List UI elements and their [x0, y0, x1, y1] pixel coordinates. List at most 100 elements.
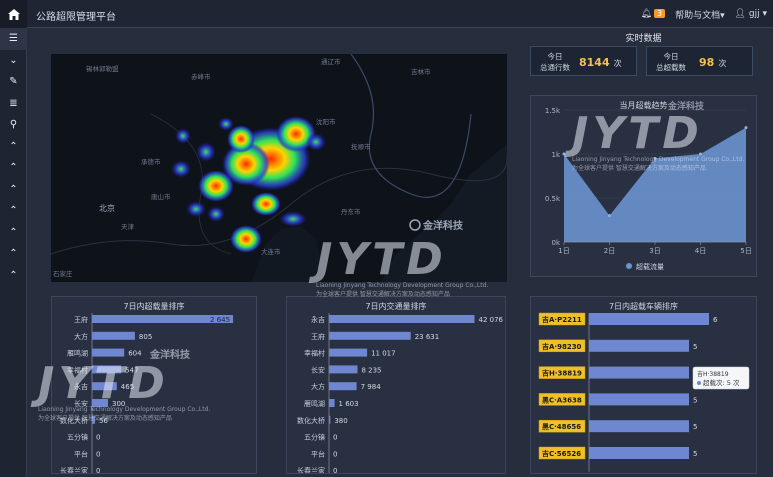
pencil-icon[interactable]: ✎ — [9, 76, 18, 88]
user-name: gjj ▾ — [748, 9, 767, 19]
today-pass-unit: 次 — [613, 59, 622, 68]
map-marker-icon[interactable]: ⚲ — [9, 119, 18, 131]
y-tick-label: 0k — [551, 239, 560, 247]
map-brand-logo: 金洋科技 — [409, 219, 464, 232]
chevron-up-icon[interactable]: ⌃ — [9, 248, 18, 260]
category-label: 长春兰家 — [60, 466, 88, 473]
today-over-value: 98 — [699, 56, 715, 69]
bar-value-label: 547 — [125, 366, 138, 374]
data-point[interactable] — [608, 214, 611, 218]
heat-blobs — [171, 116, 326, 253]
vehicle-rank-panel: 7日内超载车辆排序 吉A·P2211 6 吉A·98230 5 吉H·38819 5 黑C·… — [530, 296, 757, 474]
app-title: 公路超限管理平台 — [36, 12, 116, 23]
traffic-rank-panel: 7日内交通量排序 永吉 42 076 王府 23 631 幸福村 11 017 长安 8 23… — [286, 296, 506, 474]
bar[interactable] — [589, 393, 689, 406]
x-tick-label: 1日 — [558, 247, 569, 255]
category-label: 吉A·98230 — [542, 342, 582, 351]
bar[interactable] — [92, 315, 234, 323]
category-label: 吉C·56526 — [542, 449, 581, 458]
data-point[interactable] — [699, 152, 702, 156]
list-icon[interactable]: ≣ — [9, 97, 18, 109]
bar[interactable] — [329, 415, 331, 424]
bar-value-label: 0 — [96, 467, 100, 473]
over-rank-title: 7日内超载量排序 — [123, 302, 185, 311]
chevron-up-icon[interactable]: ⌃ — [9, 205, 18, 217]
map-label: 吉林市 — [411, 67, 431, 76]
vehicle-rank-chart: 吉A·P2211 6 吉A·98230 5 吉H·38819 5 黑C·A3638 5 黑C·4… — [538, 312, 750, 472]
chevron-up-icon[interactable]: ⌃ — [9, 226, 18, 238]
bar[interactable] — [329, 365, 358, 374]
svg-text:金洋科技: 金洋科技 — [422, 219, 464, 232]
bar[interactable] — [92, 399, 108, 407]
category-label: 平台 — [74, 449, 88, 458]
y-tick-label: 1k — [551, 151, 560, 159]
bar-value-label: 56 — [99, 417, 108, 425]
category-label: 平台 — [311, 449, 325, 458]
category-label: 雁鸣湖 — [67, 349, 88, 358]
bar-value-label: 0 — [96, 434, 100, 442]
data-point[interactable] — [744, 126, 748, 130]
bar-value-label: 11 017 — [371, 350, 396, 358]
chevron-up-icon[interactable]: ⌃ — [9, 140, 18, 152]
bar[interactable] — [589, 339, 689, 352]
realtime-title: 实时数据 — [625, 34, 662, 44]
legend-label[interactable]: 超载流量 — [636, 262, 664, 271]
traffic-rank-chart: 永吉 42 076 王府 23 631 幸福村 11 017 长安 8 235 大方 7 984 雁… — [297, 313, 504, 473]
bar-value-label: 7 984 — [361, 383, 382, 391]
notification-count: 3 — [653, 9, 666, 18]
y-tick-label: 1.5k — [545, 107, 561, 115]
category-label: 五分镇 — [67, 433, 88, 442]
category-label: 长安 — [74, 399, 88, 408]
bar[interactable] — [92, 382, 117, 391]
bar[interactable] — [589, 313, 709, 325]
user-menu[interactable]: 👤︎ gjj ▾ — [735, 9, 767, 19]
bar[interactable] — [589, 420, 689, 433]
notification-button[interactable]: 🔔︎ 3 — [641, 9, 666, 19]
chevron-up-icon[interactable]: ⌃ — [9, 162, 18, 174]
tooltip-box — [692, 366, 750, 390]
map-label: 石家庄 — [53, 269, 73, 278]
tooltip-label: 超载次: 5 次 — [703, 378, 740, 387]
bar[interactable] — [92, 348, 125, 357]
traffic-rank-title: 7日内交通量排序 — [365, 302, 427, 311]
bar[interactable] — [329, 331, 411, 340]
legend-marker[interactable] — [626, 263, 632, 269]
over-rank-panel: 7日内超载量排序 王府 2 645 大方 805 雁鸣湖 604 幸福村 547 永吉 465 长安… — [51, 296, 257, 474]
today-pass-value: 8144 — [579, 56, 610, 69]
bar[interactable] — [589, 447, 689, 459]
category-label: 长安 — [311, 365, 325, 374]
bar-value-label: 465 — [121, 383, 134, 391]
bar[interactable] — [92, 331, 135, 340]
bar[interactable] — [589, 366, 689, 379]
bar[interactable] — [329, 315, 475, 323]
data-point[interactable] — [562, 152, 566, 156]
bar[interactable] — [92, 415, 95, 424]
trend-panel: 当月超载趋势 0k 0.5k 1k 1.5k 1日 2日 3日 4日 5日 超载流量 — [530, 95, 757, 277]
today-pass-label: 今日 总通行数 — [540, 52, 570, 72]
help-menu[interactable]: 帮助与文档▾ — [675, 10, 725, 21]
bar[interactable] — [329, 399, 335, 407]
chevron-up-icon[interactable]: ⌃ — [9, 269, 18, 281]
plate-tag — [538, 393, 586, 406]
menu-toggle-icon[interactable]: ☰ — [0, 28, 27, 50]
map-label: 承德市 — [141, 157, 161, 166]
chevron-up-icon[interactable]: ⌃ — [9, 183, 18, 195]
bar[interactable] — [329, 348, 368, 357]
map-label: 通辽市 — [321, 57, 341, 66]
bar-value-label: 300 — [112, 400, 125, 408]
over-rank-chart: 王府 2 645 大方 805 雁鸣湖 604 幸福村 547 永吉 465 长安 300 数化大桥 56… — [60, 313, 234, 473]
map-label: 抚顺市 — [351, 142, 371, 151]
category-label: 长春兰家 — [297, 466, 325, 473]
data-point[interactable] — [653, 156, 657, 160]
chevron-down-icon[interactable]: ⌄ — [9, 54, 18, 66]
home-icon[interactable] — [0, 0, 27, 28]
bar[interactable] — [92, 365, 122, 374]
bar-value-label: 0 — [333, 434, 337, 442]
today-over-label: 今日 总超载数 — [656, 52, 686, 72]
y-tick-label: 0.5k — [545, 195, 561, 203]
heatmap-map[interactable]: 锡林郭勒盟 赤峰市 通辽市 承德市 沈阳市 抚顺市 吉林市 北京 天津 唐山市 … — [51, 54, 507, 282]
x-tick-label: 4日 — [695, 247, 706, 255]
bar[interactable] — [329, 382, 357, 391]
x-tick-label: 2日 — [604, 247, 615, 255]
